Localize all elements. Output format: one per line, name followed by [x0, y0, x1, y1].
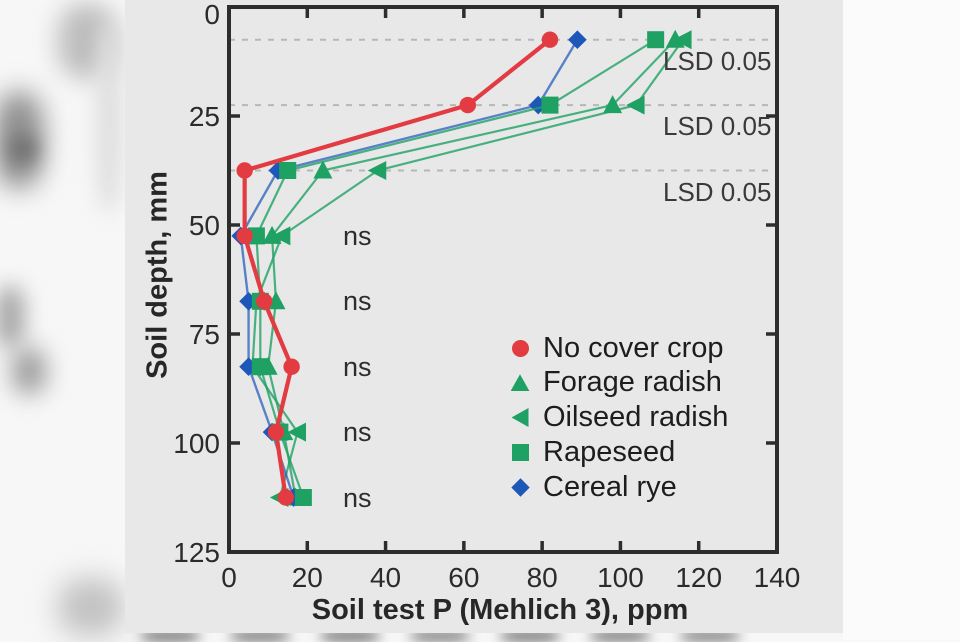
ns-annotation-5: ns: [343, 482, 372, 513]
blur-artifact: [0, 286, 24, 348]
y-axis-title: Soil depth, mm: [141, 171, 174, 379]
svg-text:75: 75: [189, 319, 220, 350]
legend-label: Oilseed radish: [543, 401, 729, 433]
circle-marker-icon: [511, 339, 529, 357]
blur-artifact: [12, 348, 46, 394]
soil-p-depth-profile-chart: 0 20 40 60 80 100 120 140 0 25 50 75 100 125: [173, 0, 801, 593]
lsd-annotation-2: LSD 0.05: [663, 111, 772, 142]
svg-text:0: 0: [221, 562, 237, 593]
svg-text:100: 100: [597, 562, 644, 593]
legend-item-cereal-rye: Cereal rye: [505, 470, 728, 503]
blur-artifact: [590, 630, 650, 642]
legend-label: Rapeseed: [543, 435, 676, 468]
legend-label: No cover crop: [543, 331, 724, 364]
right-page-margin: [843, 0, 960, 640]
x-axis-title: Soil test P (Mehlich 3), ppm: [311, 594, 689, 626]
lsd-annotation-1: LSD 0.05: [663, 45, 772, 76]
chart-legend: No cover crop Forage radish Oilseed radi…: [505, 331, 729, 503]
svg-text:20: 20: [292, 562, 323, 593]
ns-annotation-1: ns: [343, 220, 372, 251]
svg-text:50: 50: [189, 210, 220, 241]
legend-item-no-cover-crop: No cover crop: [505, 331, 728, 364]
triangle-left-marker-icon: [511, 408, 529, 427]
blur-artifact: [680, 630, 740, 642]
square-marker-icon: [511, 443, 529, 461]
svg-text:80: 80: [527, 562, 558, 593]
svg-text:100: 100: [173, 428, 220, 459]
svg-text:120: 120: [675, 562, 722, 593]
blur-artifact: [410, 630, 470, 642]
svg-text:25: 25: [189, 101, 220, 132]
svg-text:60: 60: [448, 562, 479, 593]
blur-artifact: [320, 630, 380, 642]
svg-text:125: 125: [173, 537, 220, 568]
svg-text:140: 140: [754, 562, 801, 593]
svg-text:0: 0: [204, 0, 220, 30]
legend-label: Cereal rye: [543, 470, 677, 503]
ns-annotation-3: ns: [343, 351, 372, 382]
diamond-marker-icon: [510, 477, 530, 497]
ns-annotation-2: ns: [343, 286, 372, 317]
figure-panel: 0 20 40 60 80 100 120 140 0 25 50 75 100 125 Soil dep…: [125, 0, 843, 633]
triangle-up-marker-icon: [510, 374, 530, 392]
blur-artifact: [230, 630, 290, 642]
ns-annotation-4: ns: [343, 417, 372, 448]
legend-item-oilseed-radish: Oilseed radish: [505, 401, 729, 433]
legend-label: Forage radish: [543, 366, 722, 399]
blur-artifact: [500, 630, 560, 642]
blur-artifact: [10, 136, 36, 162]
blur-artifact: [140, 630, 200, 642]
legend-item-forage-radish: Forage radish: [505, 366, 728, 399]
blur-artifact: [58, 578, 124, 636]
svg-text:40: 40: [370, 562, 401, 593]
legend-item-rapeseed: Rapeseed: [505, 435, 728, 468]
lsd-annotation-3: LSD 0.05: [663, 176, 772, 207]
blur-artifact: [96, 22, 122, 212]
